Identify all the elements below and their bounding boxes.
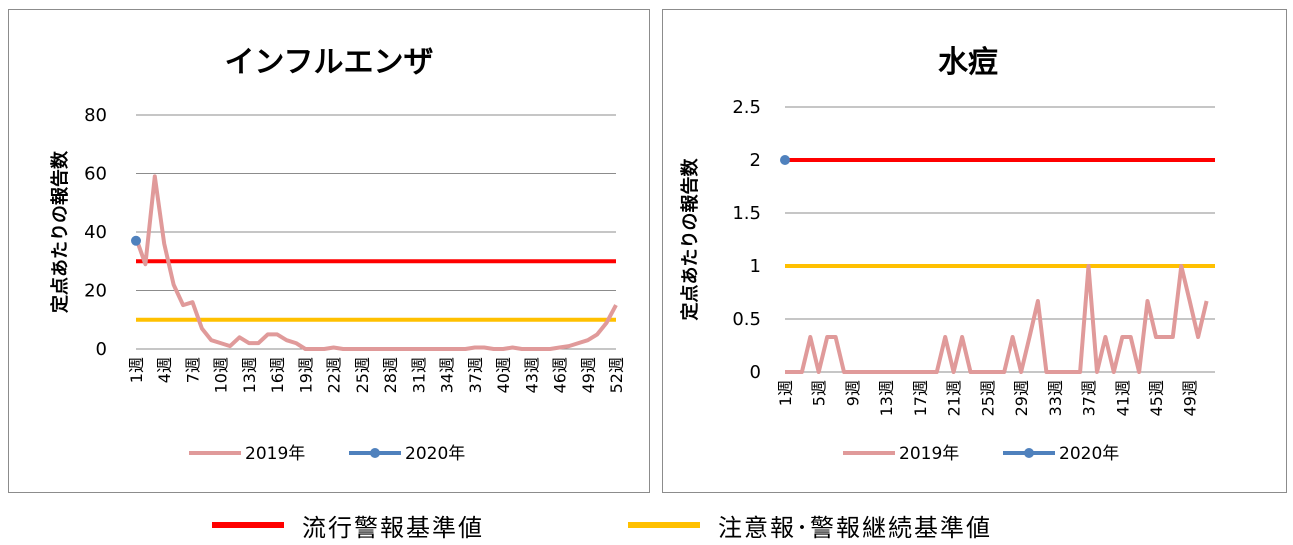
x-tick-label: 40週 — [494, 357, 513, 393]
x-tick-label: 33週 — [1046, 380, 1065, 416]
x-tick-label: 22週 — [325, 357, 344, 393]
legend-2020-marker — [370, 448, 380, 458]
x-tick-label: 13週 — [877, 380, 896, 416]
x-tick-label: 28週 — [381, 357, 400, 393]
y-axis-label: 定点あたりの報告数 — [49, 150, 71, 313]
y-tick-label: 20 — [84, 281, 107, 302]
y-axis-label: 定点あたりの報告数 — [679, 158, 701, 321]
x-tick-label: 41週 — [1113, 380, 1132, 416]
y-tick-label: 0 — [750, 362, 761, 383]
x-tick-label: 52週 — [607, 357, 626, 393]
x-tick-label: 49週 — [579, 357, 598, 393]
series-2020-point — [131, 235, 141, 246]
continuation-legend-line — [628, 522, 700, 528]
x-tick-label: 5週 — [810, 380, 829, 406]
x-tick-label: 29週 — [1012, 380, 1031, 416]
legend-2020-label: 2020年 — [1059, 444, 1119, 464]
series-2020-point — [780, 155, 790, 165]
y-tick-label: 2 — [750, 150, 761, 171]
x-tick-label: 7週 — [183, 357, 202, 383]
x-tick-label: 9週 — [843, 380, 862, 406]
y-tick-label: 80 — [84, 105, 107, 126]
y-tick-label: 0 — [96, 339, 107, 360]
series-2019-line — [134, 174, 618, 351]
influenza-chart-panel: インフルエンザ定点あたりの報告数 0 20 40 60 80 1週 4週 7週 10週 13週 16週… — [8, 9, 650, 493]
x-tick-label: 19週 — [296, 357, 315, 393]
x-tick-label: 13週 — [240, 357, 259, 393]
x-tick-label: 37週 — [466, 357, 485, 393]
reference-line-legend: 流行警報基準値 注意報･警報継続基準値 — [0, 505, 1293, 545]
x-tick-label: 21週 — [945, 380, 964, 416]
legend-2020-label: 2020年 — [405, 444, 465, 464]
x-tick-label: 17週 — [911, 380, 930, 416]
x-tick-label: 31週 — [409, 357, 428, 393]
continuation-legend-label: 注意報･警報継続基準値 — [718, 513, 992, 542]
alert-legend-line — [212, 522, 284, 528]
x-tick-label: 37週 — [1080, 380, 1099, 416]
legend-2019-label: 2019年 — [899, 444, 959, 464]
y-tick-label: 1 — [750, 256, 761, 277]
x-tick-label: 49週 — [1181, 380, 1200, 416]
x-tick-label: 34週 — [438, 357, 457, 393]
y-tick-label: 40 — [84, 222, 107, 243]
y-tick-label: 0.5 — [732, 309, 761, 330]
series-2019-line — [785, 264, 1209, 374]
legend-2019-label: 2019年 — [245, 444, 305, 464]
continuation-legend-item: 注意報･警報継続基準値 — [628, 509, 992, 542]
x-tick-label: 16週 — [268, 357, 287, 393]
chart-title: インフルエンザ — [224, 45, 433, 80]
y-tick-label: 2.5 — [732, 97, 761, 118]
x-tick-label: 43週 — [522, 357, 541, 393]
alert-legend-label: 流行警報基準値 — [302, 513, 484, 542]
x-tick-label: 1週 — [776, 380, 795, 406]
x-tick-label: 46週 — [551, 357, 570, 393]
x-tick-label: 45週 — [1147, 380, 1166, 416]
chickenpox-chart-panel: 水痘定点あたりの報告数 0 0.5 1 1.5 2 2.5 1週 5週 9週 13週 17週 21週 25… — [662, 9, 1287, 493]
chart-title: 水痘 — [938, 45, 998, 80]
x-tick-label: 25週 — [978, 380, 997, 416]
x-tick-label: 1週 — [127, 357, 146, 383]
x-tick-label: 25週 — [353, 357, 372, 393]
x-tick-label: 4週 — [155, 357, 174, 383]
legend-2020-marker — [1024, 448, 1034, 458]
y-tick-label: 1.5 — [732, 203, 761, 224]
alert-legend-item: 流行警報基準値 — [212, 509, 484, 542]
y-tick-label: 60 — [84, 164, 107, 185]
x-tick-label: 10週 — [212, 357, 231, 393]
